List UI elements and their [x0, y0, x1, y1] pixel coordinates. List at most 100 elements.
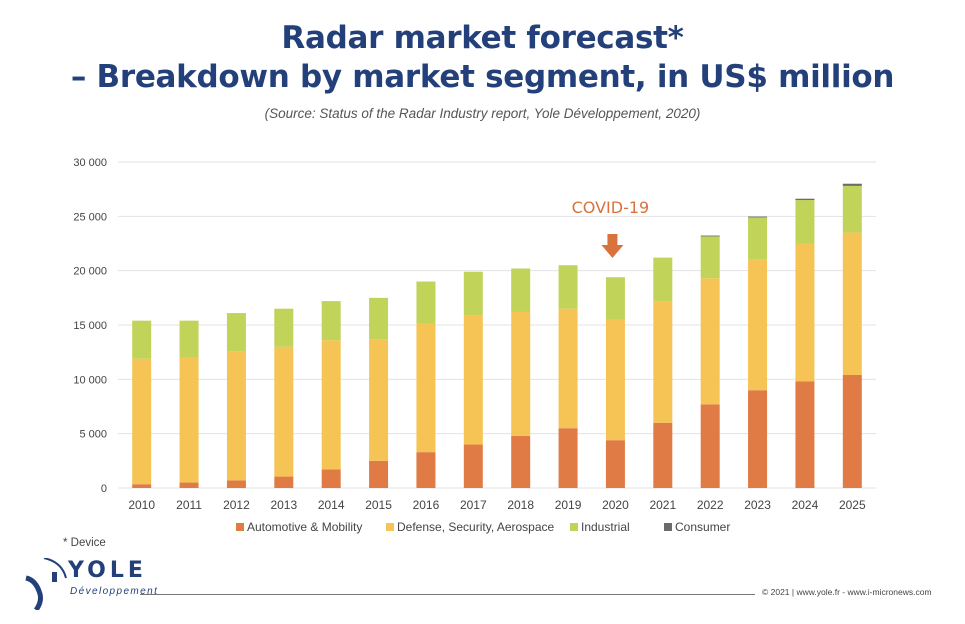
legend: Automotive & Mobility Defense, Security, …	[236, 520, 730, 534]
bar-industrial-2021	[653, 257, 673, 302]
footnote: * Device	[63, 537, 106, 549]
bar-automotive-mobility-2020	[605, 440, 625, 488]
x-tick-label: 2017	[460, 498, 487, 512]
footer-divider	[140, 594, 755, 595]
bar-industrial-2020	[605, 277, 625, 320]
x-tick-label: 2012	[223, 498, 250, 512]
yole-logo: YOLE Développement	[22, 558, 157, 610]
chart-title-line-2: – Breakdown by market segment, in US$ mi…	[70, 59, 895, 95]
bar-automotive-mobility-2013	[274, 476, 294, 488]
bar-industrial-2010	[132, 320, 152, 359]
logo-name: YOLE	[68, 558, 147, 583]
legend-swatch	[570, 523, 578, 531]
legend-swatch	[236, 523, 244, 531]
x-tick-label: 2024	[792, 498, 819, 512]
y-tick-label: 15 000	[73, 320, 107, 332]
legend-swatch	[664, 523, 672, 531]
down-arrow-icon	[601, 234, 624, 258]
bar-industrial-2025	[842, 185, 862, 233]
legend-label: Industrial	[581, 520, 630, 534]
bar-defense-security-aerospace-2011	[179, 357, 199, 483]
bar-consumer-2025	[842, 183, 862, 186]
bar-defense-security-aerospace-2013	[274, 346, 294, 477]
bar-industrial-2015	[369, 297, 389, 340]
x-tick-label: 2021	[649, 498, 676, 512]
bar-defense-security-aerospace-2020	[605, 319, 625, 441]
x-tick-label: 2022	[697, 498, 724, 512]
bar-automotive-mobility-2024	[795, 381, 815, 488]
x-tick-label: 2018	[507, 498, 534, 512]
bar-automotive-mobility-2014	[321, 469, 341, 488]
chart-title-line-1: Radar market forecast*	[281, 20, 684, 56]
y-axis-ticks: 0 5 000 10 000 15 000 20 000 25 000 30 000	[73, 157, 107, 495]
bar-automotive-mobility-2017	[463, 444, 483, 488]
bar-consumer-2024	[795, 198, 815, 201]
bar-defense-security-aerospace-2022	[700, 278, 720, 405]
bar-defense-security-aerospace-2018	[511, 311, 531, 436]
bar-defense-security-aerospace-2024	[795, 243, 815, 382]
bar-defense-security-aerospace-2021	[653, 301, 673, 423]
bar-industrial-2017	[463, 271, 483, 316]
y-tick-label: 20 000	[73, 266, 107, 278]
bar-automotive-mobility-2023	[748, 390, 768, 488]
yole-swoosh-icon	[25, 558, 67, 610]
x-tick-label: 2023	[744, 498, 771, 512]
y-tick-label: 25 000	[73, 211, 107, 223]
bar-industrial-2019	[558, 265, 578, 309]
y-tick-label: 30 000	[73, 157, 107, 169]
x-tick-label: 2015	[365, 498, 392, 512]
bar-automotive-mobility-2018	[511, 435, 531, 488]
bar-industrial-2022	[700, 235, 720, 279]
legend-label: Consumer	[675, 520, 730, 534]
bar-industrial-2014	[321, 301, 341, 341]
bars	[132, 183, 862, 488]
bar-defense-security-aerospace-2023	[748, 259, 768, 391]
y-tick-label: 0	[101, 483, 107, 495]
x-tick-label: 2025	[839, 498, 866, 512]
bar-automotive-mobility-2015	[369, 460, 389, 488]
bar-defense-security-aerospace-2012	[226, 351, 246, 481]
bar-automotive-mobility-2021	[653, 422, 673, 488]
legend-label: Automotive & Mobility	[247, 520, 362, 534]
x-tick-label: 2019	[555, 498, 582, 512]
x-axis-ticks: 2010 2011 2012 2013 2014 2015 2016 2017 2018 2019…	[128, 498, 866, 512]
bar-industrial-2024	[795, 200, 815, 244]
y-tick-label: 10 000	[73, 374, 107, 386]
bar-industrial-2012	[226, 313, 246, 352]
bar-defense-security-aerospace-2017	[463, 315, 483, 445]
bar-automotive-mobility-2022	[700, 404, 720, 488]
bar-automotive-mobility-2016	[416, 452, 436, 488]
bar-defense-security-aerospace-2010	[132, 358, 152, 485]
bar-defense-security-aerospace-2015	[369, 339, 389, 461]
bar-defense-security-aerospace-2025	[842, 232, 862, 375]
bar-industrial-2018	[511, 268, 531, 312]
bar-automotive-mobility-2011	[179, 482, 199, 488]
x-tick-label: 2020	[602, 498, 629, 512]
bar-consumer-2022	[700, 235, 720, 237]
bar-automotive-mobility-2025	[842, 374, 862, 488]
bar-consumer-2023	[748, 216, 768, 218]
bar-automotive-mobility-2019	[558, 428, 578, 488]
x-tick-label: 2013	[270, 498, 297, 512]
bar-defense-security-aerospace-2016	[416, 323, 436, 453]
covid-annotation: COVID-19	[572, 198, 650, 258]
y-tick-label: 5 000	[79, 429, 107, 441]
logo-subtitle: Développement	[70, 586, 159, 597]
source-note: (Source: Status of the Radar Industry re…	[264, 106, 701, 121]
bar-industrial-2023	[748, 217, 768, 260]
bar-automotive-mobility-2012	[226, 480, 246, 488]
bar-defense-security-aerospace-2019	[558, 308, 578, 429]
bar-industrial-2016	[416, 281, 436, 324]
x-tick-label: 2016	[413, 498, 440, 512]
covid-label: COVID-19	[572, 198, 650, 217]
x-tick-label: 2014	[318, 498, 345, 512]
legend-label: Defense, Security, Aerospace	[397, 520, 555, 534]
bar-industrial-2013	[274, 308, 294, 347]
bar-industrial-2011	[179, 320, 199, 358]
bar-defense-security-aerospace-2014	[321, 340, 341, 470]
x-tick-label: 2010	[128, 498, 155, 512]
footer-copyright: © 2021 | www.yole.fr - www.i-micronews.c…	[762, 587, 932, 597]
x-tick-label: 2011	[176, 498, 202, 512]
bar-automotive-mobility-2010	[132, 484, 152, 488]
